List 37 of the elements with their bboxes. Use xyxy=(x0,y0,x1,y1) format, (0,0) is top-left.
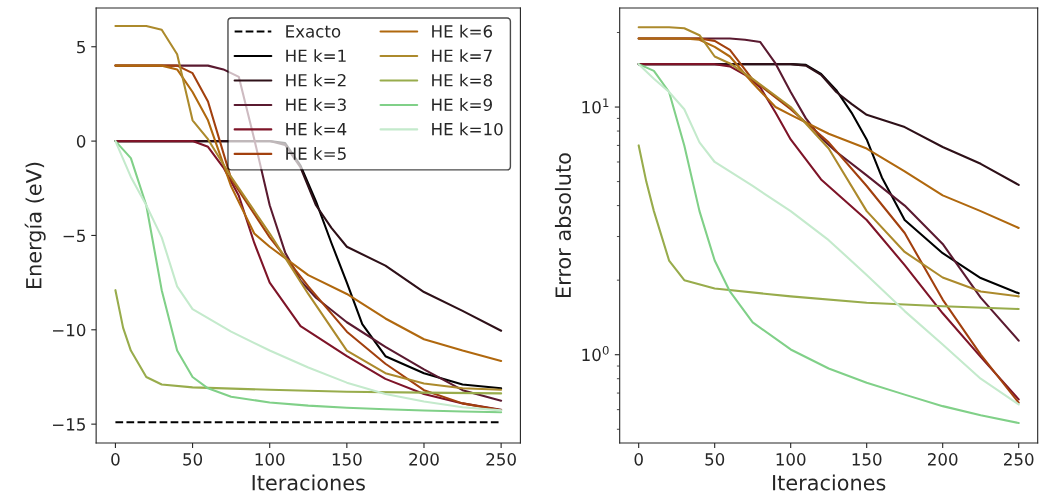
legend-label: HE k=7 xyxy=(432,49,492,62)
y-tick-label: 5 xyxy=(77,40,85,54)
legend-label: Exacto xyxy=(286,25,341,38)
y-tick-label: 0 xyxy=(76,135,86,148)
line-series xyxy=(637,144,1020,311)
legend-label: HE k=9 xyxy=(432,98,492,112)
legend-label: HE k=2 xyxy=(286,73,346,87)
legend-label: HE k=10 xyxy=(432,122,503,136)
x-tick-label: 200 xyxy=(928,453,958,466)
x-tick-label: 150 xyxy=(332,453,362,466)
x-axis-title: Iteraciones xyxy=(773,474,886,491)
y-axis-title: Error absoluto xyxy=(554,153,572,297)
y-tick-label: 10$^{1}$ xyxy=(582,98,609,114)
x-tick-label: 100 xyxy=(255,453,285,466)
line-series xyxy=(637,37,1020,229)
x-tick-label: 150 xyxy=(852,453,882,466)
x-tick-label: 50 xyxy=(705,453,725,466)
line-series xyxy=(114,289,503,395)
y-tick-label: −15 xyxy=(53,418,85,431)
x-tick-label: 100 xyxy=(776,453,806,466)
y-tick-label: −10 xyxy=(53,323,86,337)
y-tick-label: 10$^{0}$ xyxy=(582,345,609,362)
x-tick-label: 250 xyxy=(486,453,516,466)
legend-label: HE k=3 xyxy=(286,98,346,112)
legend-label: HE k=8 xyxy=(432,73,492,87)
x-tick-label: 200 xyxy=(409,453,439,466)
legend-label: HE k=5 xyxy=(286,147,346,160)
x-tick-label: 0 xyxy=(111,453,120,466)
x-tick-label: 0 xyxy=(634,453,643,466)
legend-label: HE k=1 xyxy=(286,49,346,62)
x-axis-title: Iteraciones xyxy=(252,474,365,491)
x-tick-label: 250 xyxy=(1004,453,1034,466)
x-tick-label: 50 xyxy=(183,453,203,466)
y-tick-label: −5 xyxy=(63,229,85,243)
legend-label: HE k=4 xyxy=(286,122,347,136)
y-axis-title: Energía (eV) xyxy=(24,162,46,289)
legend-label: HE k=6 xyxy=(432,24,493,38)
